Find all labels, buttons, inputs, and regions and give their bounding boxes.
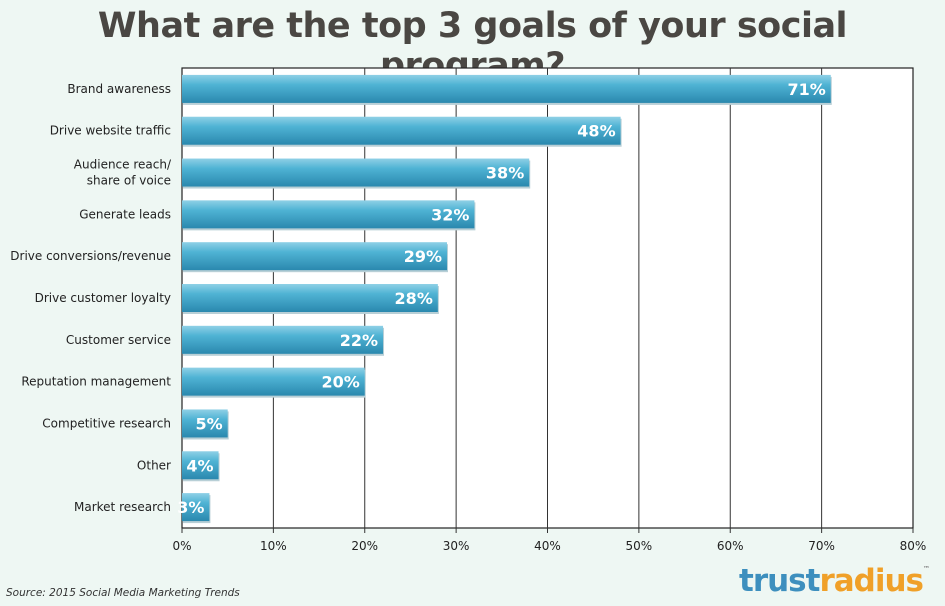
category-label: Customer service: [66, 333, 171, 347]
logo-part-trust: trust: [739, 563, 820, 599]
x-tick-label: 10%: [260, 539, 287, 553]
data-label: 5%: [196, 414, 223, 433]
category-label: Brand awareness: [67, 82, 171, 96]
data-label: 20%: [321, 373, 359, 392]
bar: [182, 367, 365, 396]
data-label: 48%: [577, 122, 615, 141]
x-tick-label: 80%: [900, 539, 927, 553]
data-label: 4%: [186, 456, 213, 475]
category-label: Other: [137, 458, 171, 472]
data-label: 32%: [431, 205, 469, 224]
data-label: 3%: [177, 498, 204, 517]
bar: [182, 158, 530, 187]
data-label: 22%: [340, 331, 378, 350]
bar: [182, 116, 621, 145]
category-label: Generate leads: [79, 207, 171, 221]
x-tick-label: 70%: [808, 539, 835, 553]
logo-trademark: ™: [923, 565, 930, 573]
bar: [182, 200, 475, 229]
bar: [182, 325, 384, 354]
category-label: Competitive research: [42, 416, 171, 430]
bar: [182, 242, 447, 271]
x-tick-label: 30%: [443, 539, 470, 553]
bar: [182, 451, 219, 480]
x-tick-label: 0%: [172, 539, 191, 553]
bar: [182, 74, 831, 103]
x-tick-label: 20%: [351, 539, 378, 553]
chart-title: What are the top 3 goals of your social …: [97, 6, 848, 86]
x-tick-label: 40%: [534, 539, 561, 553]
bar: [182, 409, 228, 438]
data-label: 29%: [404, 247, 442, 266]
data-label: 71%: [787, 80, 825, 99]
x-tick-label: 60%: [717, 539, 744, 553]
data-label: 38%: [486, 164, 524, 183]
logo-part-radius: radius: [819, 563, 924, 599]
bar: [182, 493, 210, 522]
category-label: Audience reach/share of voice: [74, 158, 172, 188]
trustradius-logo: trustradius™: [739, 563, 930, 599]
bar: [182, 284, 438, 312]
source-note: Source: 2015 Social Media Marketing Tren…: [6, 587, 240, 599]
category-label: Reputation management: [21, 375, 171, 389]
category-label: Drive website traffic: [50, 124, 171, 138]
category-label: Drive conversions/revenue: [10, 249, 171, 263]
x-tick-label: 50%: [626, 539, 653, 553]
category-label: Market research: [74, 500, 171, 514]
data-label: 28%: [395, 289, 433, 308]
category-label: Drive customer loyalty: [35, 291, 171, 305]
